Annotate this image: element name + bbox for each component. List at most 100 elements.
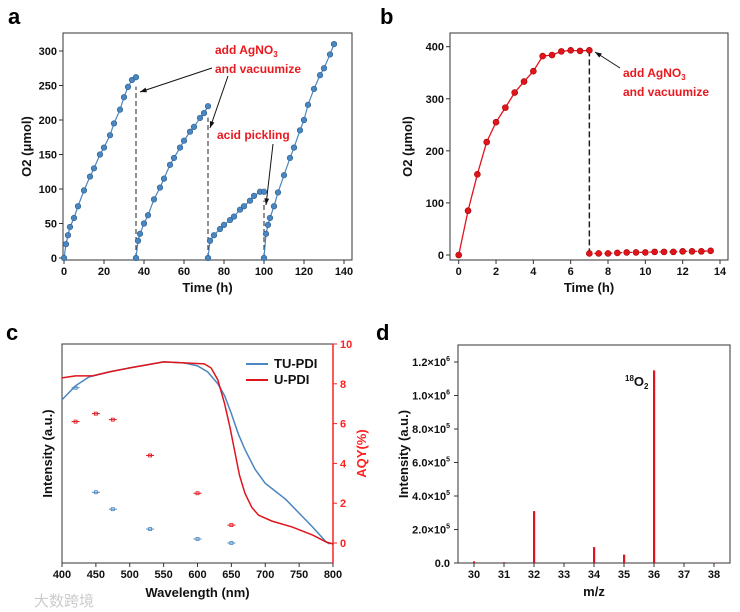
a-point [304,101,312,108]
c-xtick-label: 500 [121,569,139,581]
a-arrow-2-head [209,121,215,128]
panel-label-d: d [376,320,389,345]
a-point [320,65,328,72]
c-aqy-marker [73,385,78,390]
a-point [260,188,268,195]
a-point [296,127,304,134]
b-point [679,248,686,255]
c-ylabel: Intensity (a.u.) [40,409,55,497]
d-xtick-label: 33 [558,569,570,581]
a-point [132,254,140,262]
a-arrow-3-head [264,198,270,205]
a-xtick-label: 120 [295,266,313,278]
d-bar [593,547,596,563]
d-xtick-label: 30 [468,569,480,581]
a-series-cycle3 [207,191,264,259]
a-series-cycle1 [63,76,137,259]
a-point [132,74,140,81]
d-bar [653,370,656,563]
b-point [614,249,621,257]
c-aqy-marker [93,411,98,416]
c-y2tick-label: 8 [340,379,346,391]
b-xtick-label: 4 [530,266,537,278]
c-legend-label: U-PDI [274,372,309,387]
c-aqy-marker [110,507,115,512]
d-xtick-label: 38 [708,569,720,581]
d-annotation-18o2: 18O2 [625,374,649,391]
b-point [670,248,677,256]
b-point [558,48,565,55]
b-point [530,67,537,75]
a-point [260,254,268,262]
c-y2label: AQY(%) [354,429,369,477]
a-point [66,223,74,231]
a-xlabel: Time (h) [182,280,232,295]
b-point [576,47,584,55]
c-xtick-label: 450 [87,569,105,581]
c-aqy-marker [73,419,78,424]
b-xtick-label: 0 [456,266,462,278]
c-legend-label: TU-PDI [274,356,317,371]
d-bar [623,554,626,563]
b-point [604,250,612,257]
b-ytick-label: 300 [426,94,444,106]
d-xtick-label: 37 [678,569,690,581]
d-xlabel: m/z [583,584,605,599]
a-ytick-label: 300 [39,46,57,58]
a-ytick-label: 0 [51,253,57,265]
a-point [210,232,218,239]
c-aqy-marker [229,523,234,527]
a-point [310,85,318,93]
a-point [140,220,148,227]
b-xtick-label: 6 [568,266,574,278]
d-ytick-label: 1.0×106 [412,390,450,403]
a-point [240,203,248,210]
d-bar [473,561,476,563]
c-xtick-label: 750 [290,569,308,581]
a-point [230,213,238,220]
c-series-U-PDI [61,361,334,545]
a-xtick-label: 20 [98,266,110,278]
b-arrow-head [595,52,602,58]
a-ytick-label: 200 [39,115,57,127]
a-point [266,214,274,222]
d-ylabel: Intensity (a.u.) [396,410,411,498]
b-point [586,47,593,54]
b-ytick-label: 200 [426,146,444,158]
a-point [100,144,108,151]
b-ylabel: O2 (μmol) [400,116,415,177]
a-xtick-label: 140 [335,266,353,278]
a-point [144,212,152,219]
c-y2tick-label: 4 [340,458,347,470]
a-point [170,154,178,162]
a-point [250,192,258,199]
a-xtick-label: 80 [218,266,230,278]
a-point [216,225,224,233]
panel-label-b: b [380,4,393,29]
b-ytick-label: 0 [438,250,444,262]
a-xtick-label: 0 [61,266,67,278]
a-point [90,165,98,172]
b-point [698,248,705,255]
a-point [226,216,234,224]
b-point [520,78,528,85]
c-series-TU-PDI [61,361,330,545]
b-point [688,248,696,255]
panel-label-a: a [8,4,21,29]
b-point [502,104,509,111]
b-point [595,250,602,257]
a-point [80,187,88,194]
a-ytick-label: 50 [45,219,57,231]
a-point [204,103,212,110]
a-point [200,109,208,117]
a-point [180,137,188,144]
a-arrow-2 [209,75,229,129]
a-point [70,214,78,222]
b-point [707,247,714,255]
a-point [300,116,308,124]
b-point [660,248,668,256]
b-point [586,250,593,257]
b-xtick-label: 12 [677,266,689,278]
a-point [274,189,282,196]
c-xtick-label: 700 [256,569,274,581]
